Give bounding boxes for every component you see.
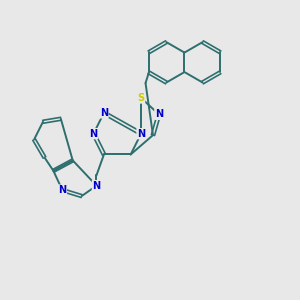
Text: N: N — [92, 181, 101, 191]
Text: N: N — [137, 129, 145, 139]
Text: N: N — [58, 185, 66, 195]
Text: S: S — [137, 93, 145, 103]
Text: N: N — [100, 108, 108, 118]
Text: N: N — [155, 109, 163, 119]
Text: N: N — [89, 129, 98, 139]
